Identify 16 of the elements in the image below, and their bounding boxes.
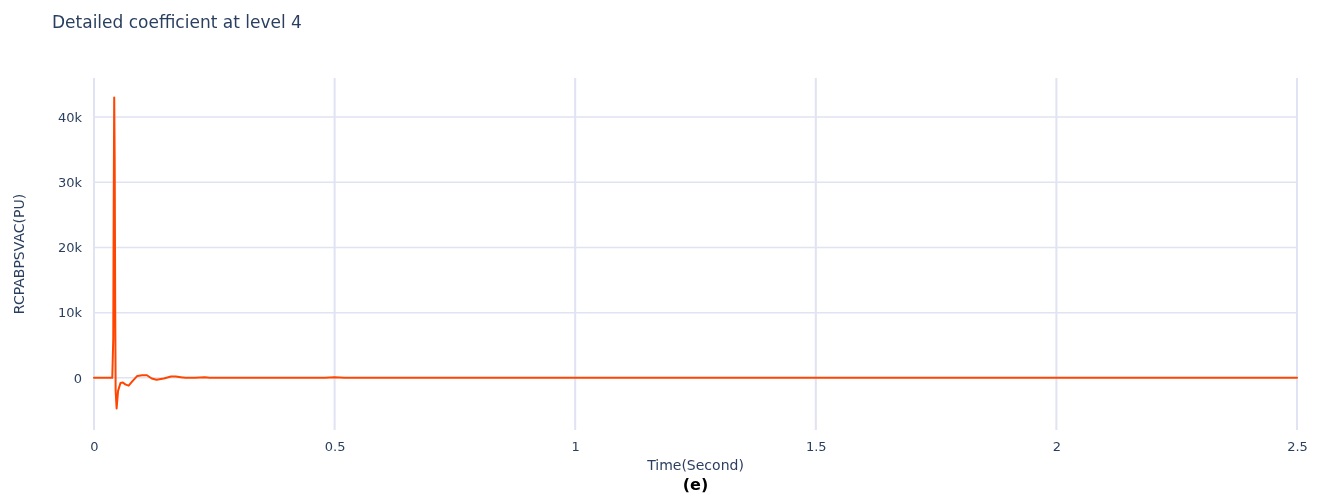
- x-tick-label: 0: [90, 439, 99, 455]
- y-tick-label: 20k: [57, 240, 83, 256]
- x-tick-label: 0.5: [324, 439, 346, 455]
- x-tick-label: 2.5: [1287, 439, 1308, 455]
- x-tick-label: 2: [1052, 439, 1062, 455]
- y-axis-title: RCPABPSVAC(PU): [11, 193, 27, 315]
- x-axis-title: Time(Second): [646, 457, 744, 473]
- line-series: [93, 96, 1298, 410]
- chart-title: Detailed coefficient at level 4: [52, 12, 302, 32]
- y-tick-label: 30k: [57, 174, 83, 190]
- y-tick-label: 10k: [57, 305, 83, 321]
- x-tick-label: 1.5: [805, 439, 827, 455]
- x-tick-label: 1: [571, 439, 580, 455]
- y-tick-label: 40k: [57, 109, 83, 125]
- text: (e): [682, 475, 709, 494]
- y-tick-label: 0: [73, 370, 82, 386]
